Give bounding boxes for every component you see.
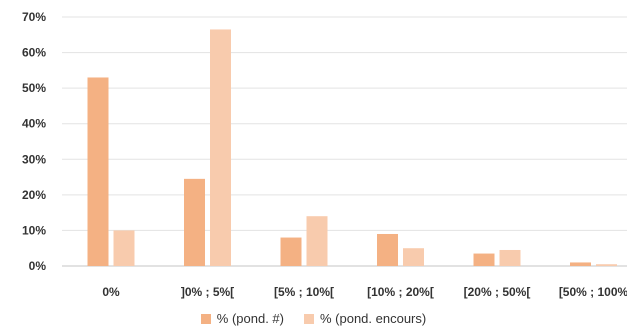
bar-series-2: [113, 230, 135, 266]
bar-series-1: [570, 262, 591, 266]
chart-legend: % (pond. #) % (pond. encours): [0, 311, 627, 326]
bars: [87, 29, 617, 267]
legend-label-series-1: % (pond. #): [216, 311, 284, 326]
x-tick-label: 0%: [102, 285, 120, 299]
bar-chart: 0% 10% 20% 30% 40% 50% 60% 70% 0% ]0% ; 5%[ [5% ;…: [22, 10, 627, 299]
y-tick-label: 70%: [22, 10, 46, 24]
legend-swatch-series-1: [200, 313, 211, 324]
bar-series-1: [184, 178, 205, 266]
x-tick-label: [10% ; 20%[: [367, 285, 434, 299]
y-tick-label: 10%: [22, 223, 46, 237]
bar-series-2: [210, 29, 231, 267]
x-tick-label: ]0% ; 5%[: [181, 285, 234, 299]
y-tick-label: 40%: [22, 117, 46, 131]
y-tick-label: 0%: [29, 259, 47, 273]
y-tick-label: 30%: [22, 152, 46, 166]
bar-series-2: [403, 248, 424, 266]
bar-series-1: [377, 233, 398, 266]
bar-series-1: [87, 77, 109, 266]
x-tick-label: [20% ; 50%[: [464, 285, 531, 299]
legend-item-series-1: % (pond. #): [200, 311, 284, 326]
bar-series-1: [280, 237, 302, 266]
y-tick-label: 50%: [22, 81, 46, 95]
x-tick-label: [5% ; 10%[: [274, 285, 334, 299]
y-tick-label: 20%: [22, 188, 46, 202]
y-axis-ticks: 0% 10% 20% 30% 40% 50% 60% 70%: [22, 10, 46, 273]
grid-lines: [62, 16, 627, 267]
x-tick-label: [50% ; 100%: [559, 285, 627, 299]
legend-item-series-2: % (pond. encours): [303, 311, 427, 326]
legend-label-series-2: % (pond. encours): [319, 311, 427, 326]
bar-series-2: [499, 249, 521, 266]
bar-series-2: [306, 216, 328, 266]
x-axis-ticks: 0% ]0% ; 5%[ [5% ; 10%[ [10% ; 20%[ [20% ; 5…: [102, 285, 627, 299]
y-tick-label: 60%: [22, 46, 46, 60]
legend-swatch-series-2: [303, 313, 314, 324]
bar-series-1: [473, 253, 495, 266]
bar-series-2: [596, 264, 617, 266]
